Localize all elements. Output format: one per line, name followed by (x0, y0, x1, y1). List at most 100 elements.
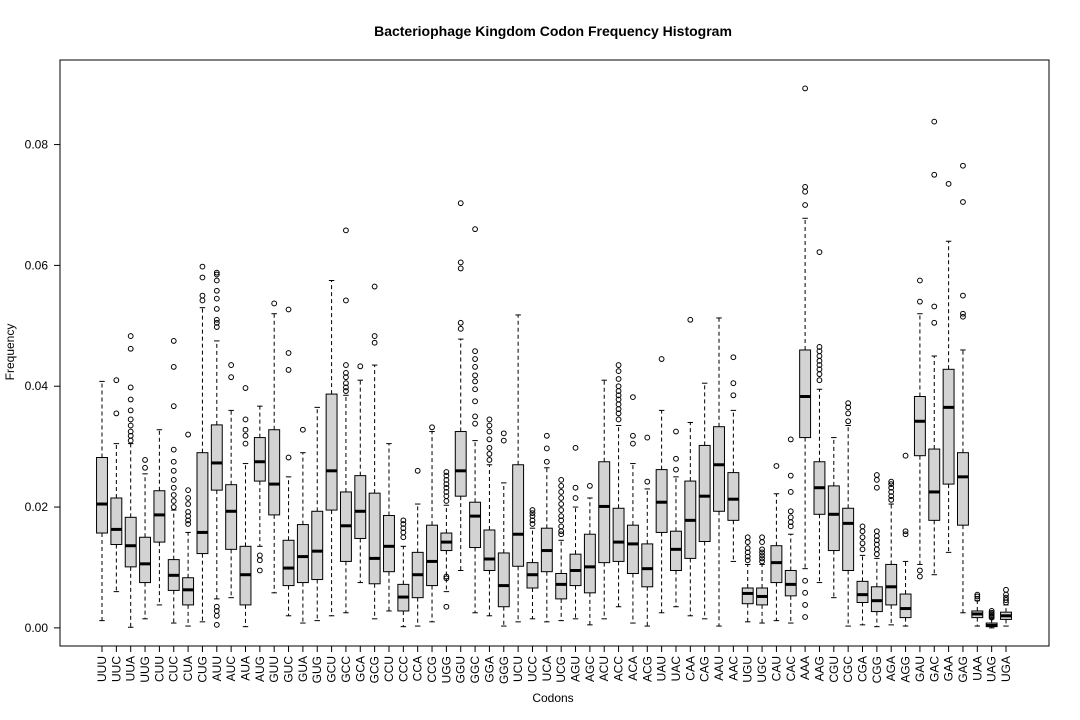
outlier-point (213, 621, 220, 628)
outlier-point (457, 325, 464, 332)
x-tick-label: GGG (497, 656, 511, 684)
outlier-point (644, 478, 651, 485)
outlier-point (888, 484, 895, 491)
outlier-point (816, 377, 823, 384)
outlier-point (472, 356, 478, 362)
x-tick-label: CUG (195, 656, 209, 683)
x-tick-label: UUA (124, 656, 138, 681)
iqr-box (383, 515, 395, 573)
outlier-point (615, 396, 622, 403)
outlier-point (802, 183, 809, 190)
iqr-box (641, 543, 654, 588)
outlier-point (816, 353, 823, 359)
outlier-point (615, 392, 622, 399)
outlier-point (873, 537, 880, 544)
outlier-point (127, 432, 134, 439)
outlier-point (443, 481, 450, 487)
x-tick-label: UUC (109, 656, 123, 682)
box-aau (713, 317, 725, 627)
iqr-box (612, 507, 625, 562)
outlier-point (816, 371, 823, 378)
iqr-box (454, 431, 467, 497)
x-tick-label: CCU (382, 656, 396, 682)
outlier-point (615, 401, 622, 408)
iqr-box (296, 524, 309, 584)
x-tick-label: AAG (812, 656, 826, 681)
x-tick-label: CAG (698, 656, 712, 682)
outlier-point (142, 464, 148, 471)
outlier-point (558, 507, 565, 513)
outlier-point (802, 202, 809, 208)
outlier-point (486, 428, 493, 435)
outlier-point (873, 476, 880, 483)
outlier-point (529, 517, 536, 524)
outlier-point (644, 434, 651, 441)
iqr-box (870, 586, 883, 613)
outlier-point (127, 428, 134, 435)
outlier-point (185, 487, 191, 494)
outlier-point (472, 420, 478, 427)
x-tick-label: CGC (841, 656, 855, 683)
outlier-point (213, 316, 220, 323)
box-gaa (942, 180, 955, 553)
box-cca (411, 467, 424, 627)
x-tick-label: GCU (325, 656, 339, 683)
box-ccu (383, 443, 395, 612)
outlier-point (343, 362, 349, 368)
outlier-point (228, 374, 235, 381)
outlier-point (730, 380, 737, 387)
outlier-point (558, 483, 565, 489)
x-tick-label: UCC (525, 656, 539, 682)
x-tick-label: GAU (913, 656, 927, 682)
outlier-point (472, 363, 478, 370)
outlier-point (371, 339, 378, 346)
outlier-point (400, 534, 407, 541)
iqr-box (153, 490, 166, 543)
box-cau (770, 463, 783, 622)
outlier-point (802, 577, 809, 584)
outlier-point (572, 444, 579, 451)
box-uau (655, 356, 668, 614)
outlier-point (170, 446, 177, 453)
outlier-point (242, 426, 249, 433)
outlier-point (400, 517, 407, 524)
iqr-box (555, 573, 568, 600)
outlier-point (142, 457, 148, 463)
outlier-point (256, 557, 263, 564)
box-acg (641, 434, 654, 627)
outlier-point (787, 514, 794, 521)
box-cga (856, 523, 869, 626)
box-aua (239, 385, 252, 628)
outlier-point (673, 428, 679, 435)
x-tick-label: UGG (439, 656, 453, 683)
outlier-point (443, 575, 450, 582)
box-ugu (741, 534, 754, 623)
box-uga (1000, 586, 1012, 627)
box-caa (684, 316, 697, 617)
outlier-point (443, 498, 450, 504)
outlier-point (185, 501, 191, 507)
box-gag (956, 162, 969, 614)
x-tick-label: UGU (741, 656, 755, 683)
box-ucg (555, 476, 568, 622)
iqr-box (928, 448, 941, 521)
outlier-point (787, 472, 794, 479)
box-uuu (96, 380, 108, 622)
box-uac (670, 428, 682, 608)
outlier-point (170, 492, 177, 498)
outlier-point (744, 549, 751, 556)
outlier-point (759, 539, 765, 545)
x-tick-label: GGU (454, 656, 468, 683)
outlier-point (443, 573, 450, 580)
box-aac (727, 354, 740, 562)
outlier-point (873, 546, 880, 553)
iqr-box (325, 393, 338, 511)
outlier-point (787, 523, 794, 530)
outlier-point (242, 385, 249, 391)
outlier-point (213, 603, 220, 610)
outlier-point (113, 377, 120, 384)
outlier-point (299, 426, 306, 433)
outlier-point (673, 466, 679, 473)
outlier-point (199, 297, 206, 304)
outlier-point (960, 310, 966, 317)
